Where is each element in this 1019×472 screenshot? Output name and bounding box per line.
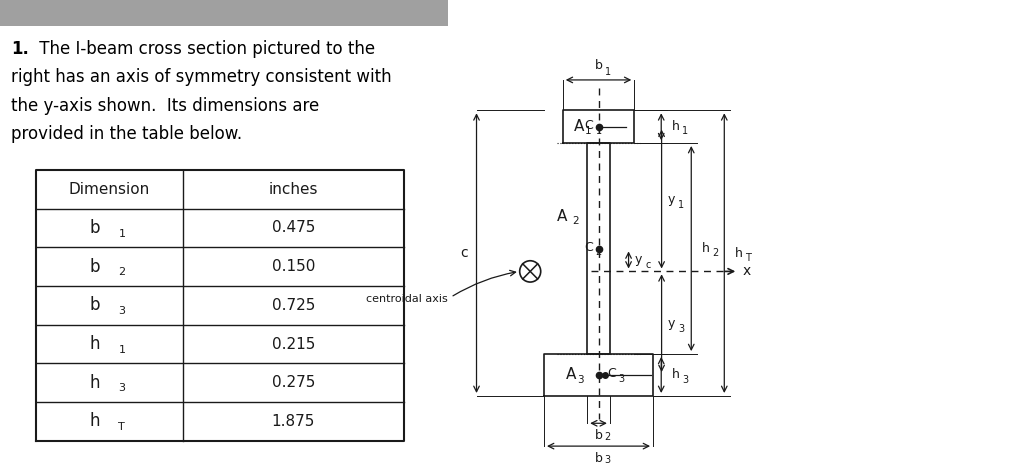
Text: 0.215: 0.215 bbox=[271, 337, 315, 352]
Text: 1: 1 bbox=[678, 200, 684, 210]
Text: 3: 3 bbox=[619, 374, 625, 384]
Text: C: C bbox=[607, 367, 616, 380]
Text: b: b bbox=[90, 258, 101, 276]
Text: h: h bbox=[672, 120, 680, 133]
Text: 1: 1 bbox=[585, 126, 592, 136]
Text: 3: 3 bbox=[683, 374, 689, 385]
Text: h: h bbox=[702, 242, 709, 255]
Text: 1: 1 bbox=[595, 126, 601, 135]
Text: 1.875: 1.875 bbox=[271, 414, 315, 429]
Text: Dimension: Dimension bbox=[68, 182, 150, 197]
Text: h: h bbox=[90, 413, 101, 430]
Text: inches: inches bbox=[268, 182, 318, 197]
Text: 0.150: 0.150 bbox=[271, 259, 315, 274]
Text: 0.275: 0.275 bbox=[271, 375, 315, 390]
Text: 3: 3 bbox=[604, 455, 610, 465]
Text: 3: 3 bbox=[678, 324, 684, 334]
Text: 1: 1 bbox=[604, 67, 610, 77]
Text: b: b bbox=[595, 430, 602, 442]
Text: A: A bbox=[567, 367, 577, 382]
Text: y: y bbox=[667, 193, 675, 206]
Text: C: C bbox=[584, 241, 592, 253]
Text: x: x bbox=[743, 264, 751, 278]
Text: provided in the table below.: provided in the table below. bbox=[11, 125, 243, 143]
Text: 2: 2 bbox=[604, 432, 610, 442]
Bar bbox=[0, 0, 448, 26]
Text: T: T bbox=[118, 422, 125, 432]
Text: c: c bbox=[645, 260, 650, 270]
Text: 0.725: 0.725 bbox=[271, 298, 315, 313]
Text: b: b bbox=[90, 219, 101, 237]
Text: b: b bbox=[595, 452, 602, 465]
Text: 2: 2 bbox=[712, 248, 718, 258]
Text: T: T bbox=[745, 253, 751, 263]
Text: The I-beam cross section pictured to the: The I-beam cross section pictured to the bbox=[34, 40, 375, 58]
Text: A: A bbox=[574, 119, 584, 134]
Text: b: b bbox=[90, 296, 101, 314]
Text: right has an axis of symmetry consistent with: right has an axis of symmetry consistent… bbox=[11, 68, 392, 86]
Text: h: h bbox=[90, 374, 101, 392]
Text: A: A bbox=[556, 210, 567, 224]
Text: 1: 1 bbox=[683, 126, 689, 136]
Text: h: h bbox=[672, 369, 680, 381]
Text: y: y bbox=[667, 317, 675, 329]
Text: 3: 3 bbox=[578, 374, 584, 385]
Text: C: C bbox=[584, 119, 592, 132]
Text: 3: 3 bbox=[118, 306, 125, 316]
Text: y: y bbox=[635, 253, 642, 267]
Text: 2: 2 bbox=[573, 217, 579, 227]
Text: 2: 2 bbox=[118, 267, 125, 278]
Text: 3: 3 bbox=[118, 383, 125, 394]
Text: 1: 1 bbox=[118, 345, 125, 355]
Text: b: b bbox=[595, 59, 602, 72]
Text: 1: 1 bbox=[118, 228, 125, 239]
Text: 2: 2 bbox=[595, 247, 602, 257]
Text: c: c bbox=[460, 246, 468, 260]
Text: centroidal axis: centroidal axis bbox=[366, 294, 447, 304]
Text: 1.: 1. bbox=[11, 40, 30, 58]
Text: 0.475: 0.475 bbox=[271, 220, 315, 236]
Text: the y-axis shown.  Its dimensions are: the y-axis shown. Its dimensions are bbox=[11, 97, 320, 115]
Text: h: h bbox=[90, 335, 101, 353]
Text: h: h bbox=[735, 247, 743, 260]
